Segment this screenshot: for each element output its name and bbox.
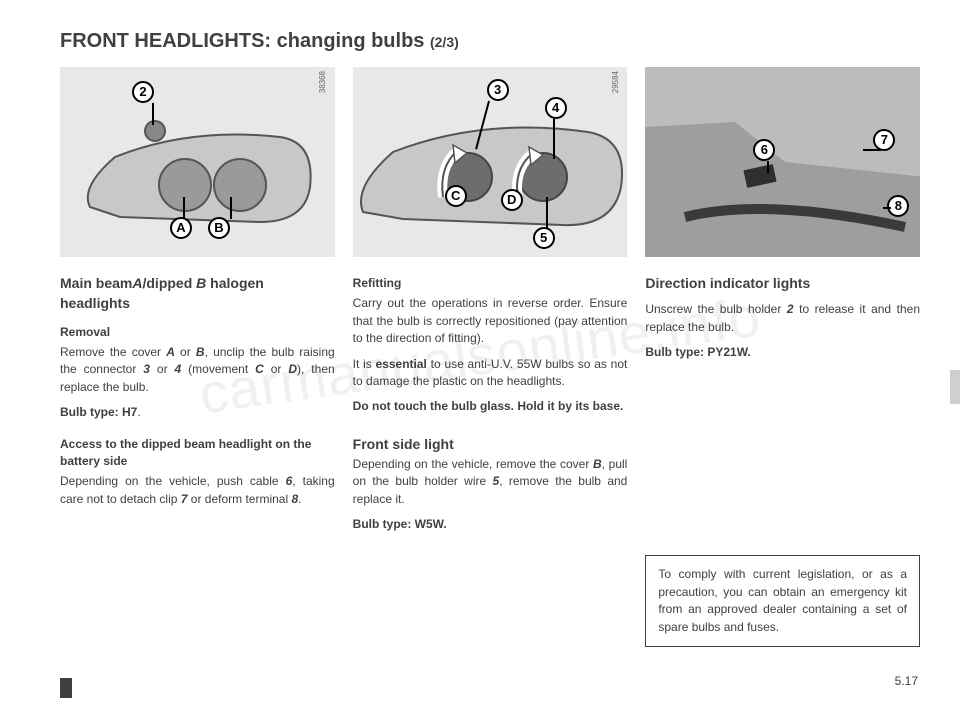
callout-C: C xyxy=(445,185,467,207)
column-3: 29942 6 7 8 Direction indicator lights U… xyxy=(645,67,920,647)
page-title: FRONT HEADLIGHTS: changing bulbs (2/3) xyxy=(60,30,920,53)
callout-4: 4 xyxy=(545,97,567,119)
h-mid: /dipped xyxy=(142,275,196,291)
title-main: FRONT HEADLIGHTS: changing bulbs xyxy=(60,30,430,52)
access-paragraph: Depending on the vehicle, push cable 6, … xyxy=(60,473,335,508)
main-beam-heading: Main beamA/dipped B halogen headlights xyxy=(60,273,335,314)
headlamp-drawing-1 xyxy=(60,67,335,257)
leader-7 xyxy=(863,149,881,151)
bulb-type-w5w: Bulb type: W5W. xyxy=(353,516,628,533)
refitting-p3: Do not touch the bulb glass. Hold it by … xyxy=(353,398,628,415)
bulb-type-py21w: Bulb type: PY21W. xyxy=(645,344,920,361)
direction-indicator-paragraph: Unscrew the bulb holder 2 to release it … xyxy=(645,301,920,336)
refitting-p2: It is essential to use anti-U.V. 55W bul… xyxy=(353,356,628,391)
figure-2: 29584 3 4 C D xyxy=(353,67,628,257)
leader-A xyxy=(183,197,185,219)
side-tab xyxy=(950,370,960,404)
direction-indicator-heading: Direction indicator lights xyxy=(645,273,920,293)
leader-5 xyxy=(546,197,548,229)
leader-2 xyxy=(152,103,154,125)
column-2: 29584 3 4 C D xyxy=(353,67,628,647)
figure-1: 38368 2 A B xyxy=(60,67,335,257)
title-sub: (2/3) xyxy=(430,34,459,50)
callout-A: A xyxy=(170,217,192,239)
callout-D: D xyxy=(501,189,523,211)
legislation-infobox: To comply with current legislation, or a… xyxy=(645,555,920,647)
access-heading: Access to the dipped beam headlight on t… xyxy=(60,436,335,471)
h-A: A xyxy=(132,275,142,291)
engine-bay-drawing xyxy=(645,67,920,257)
callout-5: 5 xyxy=(533,227,555,249)
front-side-paragraph: Depending on the vehicle, remove the cov… xyxy=(353,456,628,508)
leader-6 xyxy=(767,161,769,173)
infobox-text: To comply with current legislation, or a… xyxy=(658,567,907,633)
callout-B: B xyxy=(208,217,230,239)
figure-3: 29942 6 7 8 xyxy=(645,67,920,257)
callout-2: 2 xyxy=(132,81,154,103)
columns: 38368 2 A B Main beamA/dipped B halogen … xyxy=(60,67,920,647)
page-number: 5.17 xyxy=(895,674,918,688)
bulb-type-h7: Bulb type: H7. xyxy=(60,404,335,421)
leader-8 xyxy=(883,207,891,209)
h-B: B xyxy=(196,275,206,291)
refitting-p1: Carry out the operations in reverse orde… xyxy=(353,295,628,347)
front-side-heading: Front side light xyxy=(353,434,628,454)
bottom-tab xyxy=(60,678,72,698)
manual-page: carmanualsonline.info FRONT HEADLIGHTS: … xyxy=(0,0,960,710)
h-prefix: Main beam xyxy=(60,275,132,291)
removal-paragraph: Remove the cover A or B, unclip the bulb… xyxy=(60,344,335,396)
column-1: 38368 2 A B Main beamA/dipped B halogen … xyxy=(60,67,335,647)
refitting-heading: Refitting xyxy=(353,275,628,292)
leader-B xyxy=(230,197,232,219)
leader-4 xyxy=(553,119,555,159)
removal-heading: Removal xyxy=(60,324,335,341)
callout-3: 3 xyxy=(487,79,509,101)
